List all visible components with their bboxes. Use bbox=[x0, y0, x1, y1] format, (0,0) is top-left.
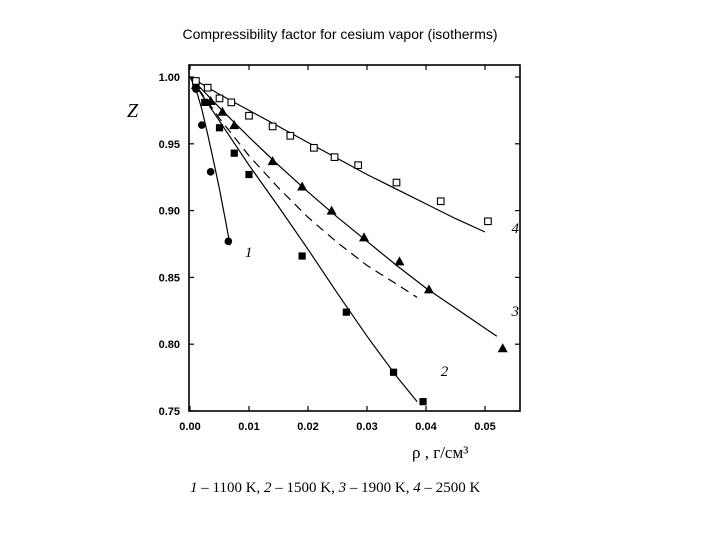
caption-text-1: – 1100 K, bbox=[197, 480, 265, 496]
x-tick-label: 0.01 bbox=[238, 421, 259, 433]
caption-num-2: 2 bbox=[264, 480, 272, 496]
y-tick-label: 0.85 bbox=[159, 272, 180, 284]
series-2-point bbox=[215, 124, 224, 132]
series-2-point bbox=[342, 308, 350, 316]
series-3-label: 3 bbox=[511, 304, 520, 320]
caption-num-4: 4 bbox=[413, 480, 421, 496]
y-tick-label: 0.95 bbox=[159, 139, 180, 151]
series-3-point bbox=[229, 120, 240, 130]
series-4-point bbox=[330, 153, 339, 162]
series-3-point bbox=[205, 96, 216, 106]
y-tick-label: 1.00 bbox=[159, 72, 180, 84]
y-axis-label: Z bbox=[127, 100, 139, 122]
x-tick-label: 0.03 bbox=[356, 421, 377, 433]
x-tick-label: 0.05 bbox=[474, 421, 495, 433]
series-4-point bbox=[245, 111, 253, 120]
series-3-point bbox=[217, 106, 228, 116]
series-4-point bbox=[203, 83, 212, 92]
plot-frame bbox=[188, 64, 521, 412]
series-2-point bbox=[245, 170, 253, 179]
series-4-point bbox=[436, 197, 445, 206]
caption-text-2: – 1500 K, bbox=[271, 480, 339, 496]
series-3-point bbox=[359, 232, 370, 242]
series-3-point bbox=[394, 256, 405, 266]
series-1-point bbox=[198, 121, 206, 129]
x-tick-label: 0.04 bbox=[415, 421, 437, 433]
series-4-point bbox=[286, 131, 295, 140]
series-4-point bbox=[484, 217, 492, 226]
series-2-point bbox=[389, 368, 398, 376]
series-1-point bbox=[206, 168, 215, 176]
y-tick-label: 0.80 bbox=[159, 339, 180, 351]
series-4-point bbox=[392, 178, 401, 187]
caption-num-3: 3 bbox=[338, 480, 347, 496]
series-4-point bbox=[310, 143, 318, 152]
y-tick-label: 0.90 bbox=[159, 206, 180, 218]
caption-num-1: 1 bbox=[190, 480, 198, 496]
series-2-point bbox=[298, 252, 306, 260]
caption-text-3: – 1900 K, bbox=[346, 480, 414, 496]
caption: 1 – 1100 K, 2 – 1500 K, 3 – 1900 K, 4 – … bbox=[190, 480, 480, 497]
x-tick-label: 0.00 bbox=[179, 421, 200, 433]
series-3-point bbox=[423, 284, 434, 294]
caption-text-4: – 2500 K bbox=[420, 480, 481, 496]
series-2-label: 2 bbox=[441, 364, 449, 380]
series-4-point bbox=[268, 122, 277, 131]
series-2-curve bbox=[189, 76, 418, 402]
chart-title: Compressibility factor for cesium vapor … bbox=[182, 26, 498, 42]
series-3-point bbox=[267, 156, 278, 166]
series-3-point bbox=[326, 205, 337, 215]
series-3-point bbox=[297, 181, 308, 191]
series-2-point bbox=[230, 149, 238, 157]
series-1-point bbox=[224, 237, 233, 246]
series-3-dashed-curve bbox=[189, 76, 418, 298]
series-4-point bbox=[227, 98, 236, 107]
series-4-point bbox=[354, 161, 363, 170]
series-1-label: 1 bbox=[245, 245, 253, 261]
series-4-point bbox=[215, 94, 224, 103]
series-3-point bbox=[497, 343, 508, 353]
series-3-curve bbox=[189, 76, 498, 337]
series-2-point bbox=[419, 398, 427, 406]
x-tick-label: 0.02 bbox=[297, 421, 318, 433]
series-4-label: 4 bbox=[512, 221, 520, 237]
series-4-point bbox=[192, 77, 200, 85]
x-axis-label: ρ , г/см³ bbox=[412, 443, 468, 462]
y-tick-label: 0.75 bbox=[159, 406, 180, 418]
series-2-point bbox=[201, 98, 209, 106]
